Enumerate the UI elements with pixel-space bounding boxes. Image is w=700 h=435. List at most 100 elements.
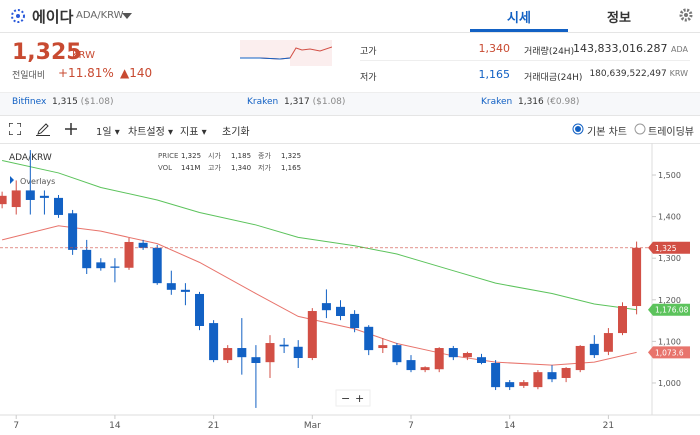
- y-tick-label: 1,300: [658, 254, 681, 263]
- candle-body: [491, 363, 501, 388]
- x-tick-label: 7: [13, 421, 19, 431]
- dropdown[interactable]: [122, 12, 132, 20]
- candle-body: [293, 346, 303, 359]
- unit: KRW: [72, 50, 95, 61]
- exchange-price: 1,316: [517, 97, 544, 107]
- x-tick-label: 21: [603, 421, 614, 431]
- candle-body: [392, 345, 402, 363]
- exchange-name: Kraken: [481, 97, 513, 107]
- info-value: 1,325: [281, 152, 301, 160]
- radio-off[interactable]: [634, 123, 646, 135]
- price-tag: [648, 303, 690, 316]
- draw-tool[interactable]: [36, 122, 50, 136]
- zoom-out[interactable]: −: [341, 392, 350, 405]
- mode[interactable]: 기본 차트: [587, 127, 627, 138]
- price-tag-label: 1,176.08: [655, 306, 689, 315]
- chart-settings[interactable]: 차트설정 ▾: [128, 127, 174, 138]
- moving-average: [2, 159, 637, 311]
- tab[interactable]: 정보: [607, 11, 631, 26]
- value: 180,639,522,497: [589, 69, 667, 79]
- candle-body: [11, 190, 21, 208]
- candle-body: [82, 249, 92, 269]
- candle-body: [237, 348, 247, 358]
- y-tick-label: 1,100: [658, 337, 681, 346]
- candle-body: [477, 357, 487, 364]
- reset[interactable]: 초기화: [222, 127, 250, 138]
- sparkline: [240, 40, 332, 66]
- fullscreen[interactable]: [9, 123, 21, 135]
- candle-body: [462, 353, 472, 358]
- info-value: 1,165: [281, 164, 301, 172]
- exchange-price: 1,315: [52, 97, 78, 107]
- candle-body: [519, 382, 529, 386]
- y-tick-label: 1,400: [658, 213, 681, 222]
- x-tick-label: 14: [109, 421, 121, 431]
- price-tag: [648, 241, 690, 254]
- info-value: 141M: [181, 164, 200, 172]
- info-label: PRICE: [158, 152, 178, 160]
- stat-label: 거래대금(24H): [524, 73, 583, 83]
- exchange-ref: (€0.98): [546, 97, 580, 107]
- candle-body: [505, 382, 515, 388]
- candle-body: [434, 348, 444, 370]
- candle-body: [603, 333, 613, 352]
- candle-body: [195, 293, 205, 326]
- stat-label: 거래량(24H): [524, 47, 575, 57]
- overlay-icon: [10, 176, 14, 184]
- candle-body: [618, 306, 628, 334]
- exchange-price: 1,317: [283, 97, 310, 107]
- exchange-name: Kraken: [247, 97, 279, 107]
- candle-body: [632, 247, 642, 307]
- exchange-ref: ($1.08): [312, 97, 346, 107]
- value: 143,833,016.287: [573, 42, 668, 55]
- candle-body: [364, 326, 374, 351]
- mode[interactable]: 트레이딩뷰: [648, 127, 694, 138]
- interval[interactable]: 1일 ▾: [96, 127, 120, 138]
- indicators[interactable]: 지표 ▾: [180, 127, 207, 138]
- exchange: Kraken 1,317 ($1.08): [247, 97, 345, 107]
- candle-body: [406, 360, 416, 371]
- radio-on[interactable]: [572, 123, 584, 135]
- candle-body: [0, 195, 7, 205]
- info-label: VOL: [158, 164, 172, 172]
- change-pct: +11.81%: [58, 66, 114, 80]
- moving-average: [1, 225, 637, 366]
- candle-body: [152, 247, 162, 284]
- x-tick-label: 7: [408, 421, 414, 431]
- candle-body: [321, 303, 331, 311]
- exchange-name: Bitfinex: [12, 97, 47, 107]
- candle-body: [448, 348, 458, 358]
- y-tick-label: 1,200: [658, 296, 681, 305]
- legend: Overlays: [20, 177, 55, 186]
- info-value: 1,185: [231, 152, 251, 160]
- candle-body: [533, 372, 543, 388]
- candle-body: [561, 367, 571, 378]
- info-label: 시가: [208, 151, 221, 160]
- zoom-in[interactable]: +: [355, 392, 364, 405]
- divider: [360, 60, 690, 61]
- toolbar: [0, 115, 700, 144]
- unit: KRW: [669, 69, 688, 78]
- stat-value: 143,833,016.287 ADA: [573, 42, 688, 55]
- zoom-box: [335, 389, 371, 407]
- exchange: Bitfinex 1,315 ($1.08): [12, 97, 113, 107]
- current-price: 1,325: [12, 40, 82, 65]
- price-tag: [648, 346, 690, 359]
- candle-body: [124, 241, 134, 268]
- stat-label: 고가: [360, 47, 377, 57]
- coin-name: 에이다: [32, 8, 74, 26]
- settings[interactable]: [678, 7, 694, 23]
- x-tick-label: Mar: [304, 421, 321, 431]
- tab[interactable]: 시세: [507, 11, 531, 26]
- candle-body: [180, 289, 190, 292]
- y-tick-label: 1,000: [658, 379, 681, 388]
- exchange-ref: ($1.08): [80, 97, 114, 107]
- crosshair[interactable]: [64, 122, 78, 136]
- candle-body: [110, 266, 120, 268]
- info-value: 1,340: [231, 164, 251, 172]
- candle-body: [307, 311, 317, 359]
- stat-label: 저가: [360, 73, 377, 83]
- candle-body: [279, 344, 289, 347]
- label: 1일: [96, 127, 112, 138]
